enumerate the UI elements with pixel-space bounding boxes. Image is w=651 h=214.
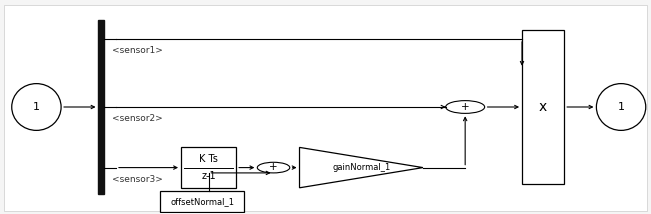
Text: <sensor1>: <sensor1> <box>112 46 163 55</box>
Text: 1: 1 <box>618 102 624 112</box>
Text: <sensor2>: <sensor2> <box>112 114 163 123</box>
Ellipse shape <box>596 84 646 130</box>
Circle shape <box>446 101 484 113</box>
Text: offsetNormal_1: offsetNormal_1 <box>170 197 234 206</box>
Ellipse shape <box>12 84 61 130</box>
Bar <box>98 20 104 194</box>
Text: <sensor3>: <sensor3> <box>112 175 163 184</box>
Bar <box>181 147 236 188</box>
Text: +: + <box>461 102 469 112</box>
Text: x: x <box>539 100 547 114</box>
Circle shape <box>257 162 290 173</box>
Bar <box>160 191 244 212</box>
Text: +: + <box>270 162 278 172</box>
Text: K Ts: K Ts <box>199 154 218 164</box>
Text: z-1: z-1 <box>201 171 216 181</box>
Bar <box>522 30 564 184</box>
Text: 1: 1 <box>33 102 40 112</box>
Text: gainNormal_1: gainNormal_1 <box>332 163 391 172</box>
Polygon shape <box>299 147 423 188</box>
